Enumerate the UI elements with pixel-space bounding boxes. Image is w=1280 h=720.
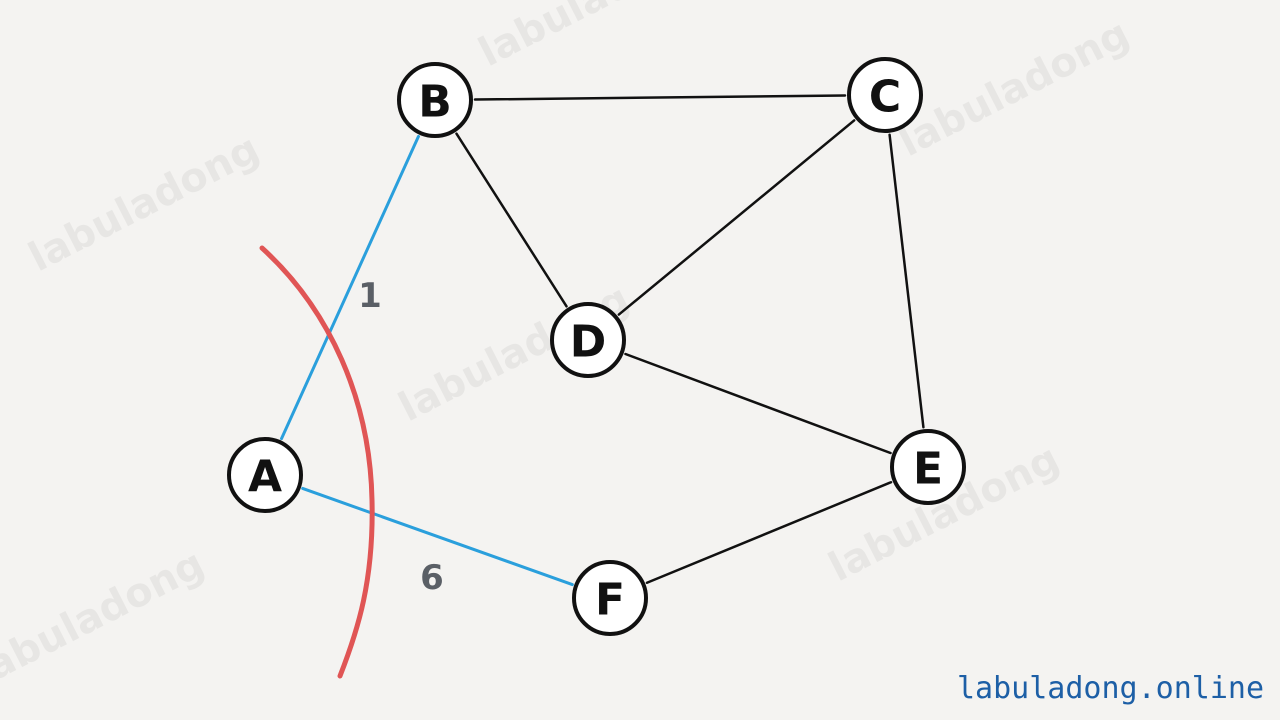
node-label: F: [595, 575, 625, 626]
node-circle: [397, 62, 473, 138]
node-label: D: [570, 317, 607, 368]
watermark-text: labuladong: [0, 541, 212, 696]
node-a: A: [227, 437, 303, 513]
node-e: E: [890, 429, 966, 505]
node-c: C: [847, 57, 923, 133]
cut-curve: [259, 245, 375, 679]
weight-label-a-f: 6: [420, 558, 444, 598]
weight-label-a-b: 1: [358, 276, 382, 316]
node-circle: [550, 302, 626, 378]
node-layer: B C D A E F: [227, 57, 966, 636]
node-label: B: [418, 77, 452, 128]
node-label: E: [913, 444, 943, 495]
node-label: A: [248, 452, 282, 503]
edge-c-d: [617, 119, 856, 316]
node-d: D: [550, 302, 626, 378]
edge-layer: [280, 94, 925, 587]
edge-c-e: [888, 133, 925, 429]
edge-b-d: [455, 132, 568, 308]
watermark-text: labuladong: [22, 126, 267, 281]
site-label[interactable]: labuladong.online: [956, 671, 1264, 706]
edge-d-e: [624, 352, 892, 455]
edge-e-f: [645, 480, 893, 585]
watermark-text: labuladong: [472, 0, 717, 76]
node-circle: [890, 429, 966, 505]
weight-layer: 16: [358, 276, 444, 598]
watermark-text: labuladong: [892, 11, 1137, 166]
node-circle: [227, 437, 303, 513]
node-circle: [572, 560, 648, 636]
edge-b-c: [473, 94, 847, 101]
node-circle: [847, 57, 923, 133]
node-label: C: [869, 72, 901, 123]
edge-a-f: [301, 486, 574, 587]
edge-a-b: [280, 134, 420, 441]
node-b: B: [397, 62, 473, 138]
node-f: F: [572, 560, 648, 636]
